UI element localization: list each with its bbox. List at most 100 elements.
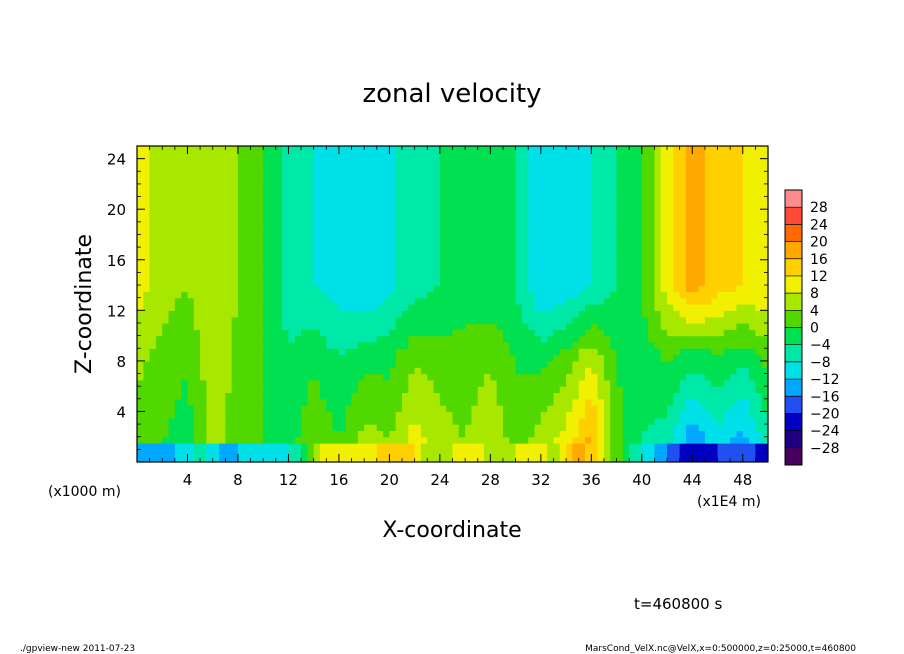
heatmap-cell — [723, 348, 731, 356]
heatmap-cell — [490, 247, 498, 255]
heatmap-cell — [162, 152, 170, 160]
heatmap-cell — [667, 379, 674, 387]
heatmap-cell — [389, 354, 397, 362]
heatmap-cell — [742, 266, 750, 273]
heatmap-cell — [313, 379, 321, 387]
heatmap-cell — [370, 455, 378, 462]
heatmap-cell — [206, 379, 214, 387]
heatmap-cell — [641, 253, 649, 261]
heatmap-cell — [364, 430, 372, 438]
heatmap-cell — [420, 449, 428, 457]
heatmap-cell — [622, 335, 630, 343]
heatmap-cell — [332, 335, 340, 343]
heatmap-cell — [282, 354, 290, 362]
heatmap-cell — [206, 146, 214, 153]
heatmap-cell — [370, 297, 378, 305]
heatmap-cell — [559, 215, 567, 223]
heatmap-cell — [667, 455, 674, 462]
heatmap-cell — [660, 228, 668, 236]
heatmap-cell — [509, 341, 517, 349]
heatmap-cell — [597, 285, 605, 292]
heatmap-cell — [301, 266, 308, 273]
heatmap-cell — [749, 354, 756, 362]
heatmap-cell — [723, 304, 731, 311]
heatmap-cell — [200, 335, 208, 343]
heatmap-cell — [294, 424, 302, 431]
heatmap-cell — [301, 278, 308, 286]
heatmap-cell — [704, 297, 712, 305]
heatmap-cell — [521, 398, 529, 406]
heatmap-cell — [250, 443, 258, 450]
heatmap-cell — [723, 430, 731, 438]
heatmap-cell — [420, 209, 428, 217]
heatmap-cell — [679, 240, 687, 248]
heatmap-cell — [446, 424, 454, 431]
heatmap-cell — [490, 291, 498, 299]
heatmap-cell — [143, 392, 151, 400]
heatmap-cell — [275, 449, 283, 457]
heatmap-cell — [376, 247, 384, 255]
heatmap-cell — [673, 146, 681, 153]
heatmap-cell — [200, 228, 208, 236]
heatmap-cell — [717, 341, 725, 349]
heatmap-cell — [755, 158, 763, 166]
heatmap-cell — [755, 310, 763, 318]
heatmap-cell — [370, 146, 378, 153]
heatmap-cell — [622, 398, 630, 406]
heatmap-cell — [622, 443, 630, 450]
heatmap-cell — [622, 234, 630, 242]
heatmap-cell — [553, 177, 561, 185]
heatmap-cell — [704, 417, 712, 425]
heatmap-cell — [143, 335, 151, 343]
heatmap-cell — [603, 297, 611, 305]
heatmap-cell — [528, 443, 536, 450]
heatmap-cell — [364, 272, 372, 280]
heatmap-cell — [603, 209, 611, 217]
heatmap-cell — [559, 202, 567, 210]
heatmap-cell — [692, 190, 700, 198]
heatmap-cell — [206, 392, 214, 400]
heatmap-cell — [509, 392, 517, 400]
heatmap-cell — [351, 259, 359, 267]
heatmap-cell — [566, 171, 573, 179]
heatmap-cell — [559, 183, 567, 191]
heatmap-cell — [174, 329, 182, 337]
heatmap-cell — [206, 215, 214, 223]
heatmap-cell — [219, 436, 226, 444]
heatmap-cell — [420, 430, 428, 438]
heatmap-cell — [225, 259, 233, 267]
heatmap-cell — [496, 221, 504, 229]
heatmap-cell — [383, 417, 390, 425]
heatmap-cell — [553, 348, 561, 356]
heatmap-cell — [143, 152, 151, 160]
heatmap-cell — [288, 291, 296, 299]
heatmap-cell — [692, 215, 700, 223]
heatmap-cell — [679, 455, 687, 462]
heatmap-cell — [603, 329, 611, 337]
heatmap-cell — [534, 240, 542, 248]
heatmap-cell — [364, 335, 372, 343]
heatmap-cell — [256, 379, 264, 387]
heatmap-cell — [174, 335, 182, 343]
heatmap-cell — [250, 373, 258, 381]
heatmap-cell — [288, 259, 296, 267]
heatmap-cell — [225, 398, 233, 406]
heatmap-cell — [559, 278, 567, 286]
heatmap-cell — [301, 221, 308, 229]
heatmap-cell — [439, 310, 447, 318]
heatmap-cell — [269, 310, 277, 318]
heatmap-cell — [673, 177, 681, 185]
heatmap-cell — [698, 392, 706, 400]
heatmap-cell — [219, 373, 226, 381]
heatmap-cell — [572, 348, 580, 356]
heatmap-cell — [730, 329, 738, 337]
heatmap-cell — [364, 146, 372, 153]
heatmap-cell — [515, 373, 523, 381]
heatmap-cell — [641, 240, 649, 248]
heatmap-cell — [269, 285, 277, 292]
heatmap-cell — [458, 228, 466, 236]
heatmap-cell — [559, 240, 567, 248]
heatmap-cell — [376, 367, 384, 375]
heatmap-cell — [174, 449, 182, 457]
heatmap-cell — [219, 329, 226, 337]
